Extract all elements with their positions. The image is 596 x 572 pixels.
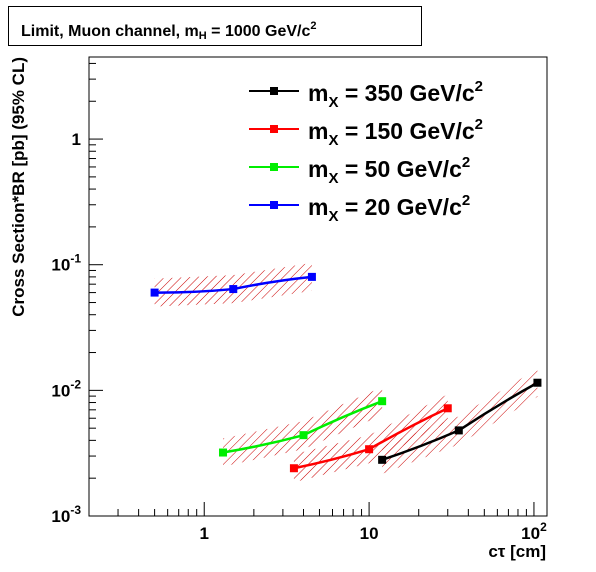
y-axis-title: Cross Section*BR [pb] (95% CL) xyxy=(9,57,28,317)
data-point xyxy=(454,426,463,435)
legend-label: mX = 20 GeV/c2 xyxy=(308,192,470,225)
data-point xyxy=(150,288,159,297)
uncertainty-band xyxy=(154,262,312,307)
x-tick-label: 1 xyxy=(199,524,208,543)
data-point xyxy=(307,272,316,281)
data-point xyxy=(219,448,228,457)
data-point xyxy=(378,397,387,406)
y-tick-label: 10-1 xyxy=(51,252,81,275)
x-tick-label: 10 xyxy=(360,524,379,543)
uncertainty-band xyxy=(223,387,383,467)
data-point xyxy=(443,404,452,413)
x-axis-title: cτ [cm] xyxy=(488,542,546,561)
uncertainty-band xyxy=(382,368,538,474)
chart-title: Limit, Muon channel, mH = 1000 GeV/c2 xyxy=(8,6,422,46)
legend-label: mX = 350 GeV/c2 xyxy=(308,78,483,111)
data-point xyxy=(378,455,387,464)
x-tick-label: 102 xyxy=(521,520,547,543)
legend-label: mX = 150 GeV/c2 xyxy=(308,116,483,149)
plot-frame xyxy=(88,56,548,517)
data-point xyxy=(289,464,298,473)
data-point xyxy=(533,378,542,387)
data-point xyxy=(229,285,238,294)
legend-marker xyxy=(270,87,278,95)
data-point xyxy=(299,431,308,440)
y-tick-label: 10-2 xyxy=(51,377,81,400)
legend-marker xyxy=(270,163,278,171)
legend-marker xyxy=(270,201,278,209)
legend-marker xyxy=(270,125,278,133)
data-point xyxy=(365,445,374,454)
y-tick-label: 1 xyxy=(72,130,81,149)
y-tick-label: 10-3 xyxy=(51,503,81,526)
legend-label: mX = 50 GeV/c2 xyxy=(308,154,470,187)
